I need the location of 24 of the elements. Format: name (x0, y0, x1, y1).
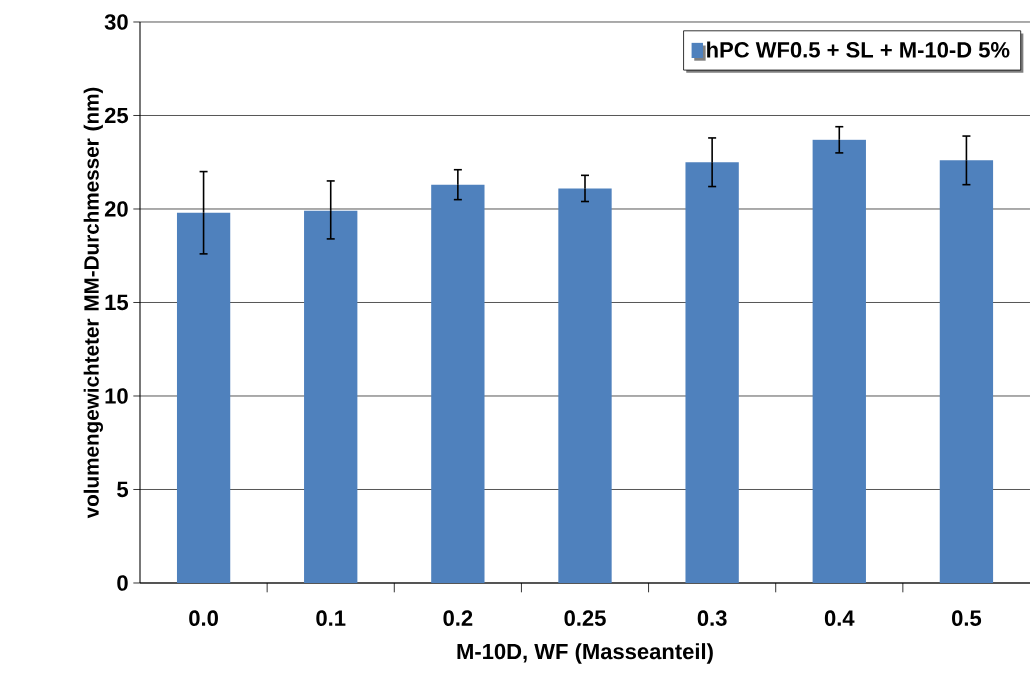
x-tick-label: 0.25 (564, 610, 606, 626)
y-tick-label: 30 (104, 14, 128, 30)
y-tick-label: 0 (117, 575, 128, 591)
x-tick-label: 0.3 (697, 610, 727, 626)
bar (431, 184, 485, 583)
bar (558, 188, 612, 583)
bar (812, 139, 866, 583)
bar (939, 160, 994, 583)
x-tick-label: 0.2 (443, 610, 473, 626)
y-tick-label: 25 (104, 107, 129, 124)
y-tick-label: 20 (104, 201, 128, 217)
x-tick-label: 0.0 (189, 610, 218, 626)
bar (176, 212, 231, 583)
y-tick-label: 5 (117, 481, 129, 498)
x-tick-label: 0.4 (824, 610, 855, 626)
bar (685, 162, 739, 583)
y-tick-label: 15 (105, 294, 129, 311)
legend-label: hPC WF0.5 + SL + M-10-D 5% (707, 41, 1010, 58)
x-axis-title: M-10D, WF (Masseanteil) (457, 643, 713, 664)
y-tick-label: 10 (105, 388, 128, 404)
x-tick-label: 0.1 (316, 610, 346, 626)
bar (304, 210, 358, 583)
y-axis-title: volumengewichteter MM-Durchmesser (nm) (83, 87, 103, 519)
x-tick-label: 0.5 (952, 610, 982, 626)
